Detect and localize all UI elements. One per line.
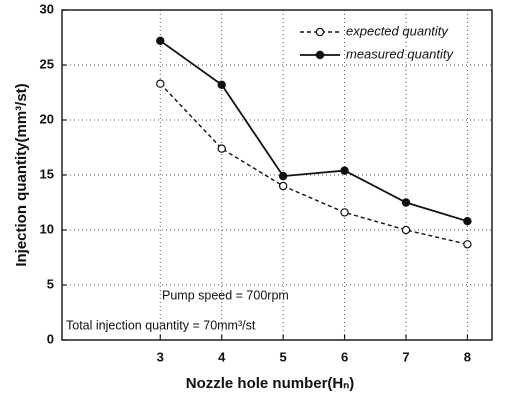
annotation: Pump speed = 700rpm <box>162 288 289 302</box>
y-tick-label: 20 <box>40 111 54 126</box>
legend-label: expected quantity <box>346 23 449 38</box>
marker <box>156 79 165 88</box>
marker <box>217 80 226 90</box>
y-tick-label: 10 <box>40 221 54 236</box>
annotation: Total injection quantity = 70mm³/st <box>66 318 256 332</box>
marker <box>156 36 165 46</box>
marker <box>278 181 288 191</box>
line <box>159 40 468 223</box>
y-tick-label: 5 <box>47 276 54 291</box>
line <box>159 83 468 245</box>
marker <box>217 144 226 153</box>
x-tick-label: 5 <box>280 349 287 364</box>
x-tick-label: 4 <box>218 349 226 364</box>
x-axis-label: Nozzle hole number(Hₙ) <box>186 375 354 392</box>
y-tick-label: 25 <box>40 56 54 71</box>
legend-marker <box>315 27 325 37</box>
legend-label: measured quantity <box>346 46 454 61</box>
y-tick-label: 30 <box>40 1 54 16</box>
x-tick-label: 6 <box>341 349 348 364</box>
plot-frame <box>61 9 493 341</box>
x-tick-label: 7 <box>402 349 409 364</box>
marker <box>278 171 288 181</box>
marker <box>340 166 349 175</box>
marker <box>401 198 411 207</box>
marker <box>463 216 472 226</box>
marker <box>463 240 472 249</box>
y-tick-label: 15 <box>40 166 54 181</box>
marker <box>401 225 411 235</box>
legend-marker <box>315 50 325 60</box>
x-tick-label: 8 <box>464 349 471 364</box>
y-tick-label: 0 <box>47 331 54 346</box>
x-tick-label: 3 <box>157 349 164 364</box>
marker <box>340 208 349 217</box>
y-axis-label: Injection quantity(mm³/st) <box>13 83 30 266</box>
